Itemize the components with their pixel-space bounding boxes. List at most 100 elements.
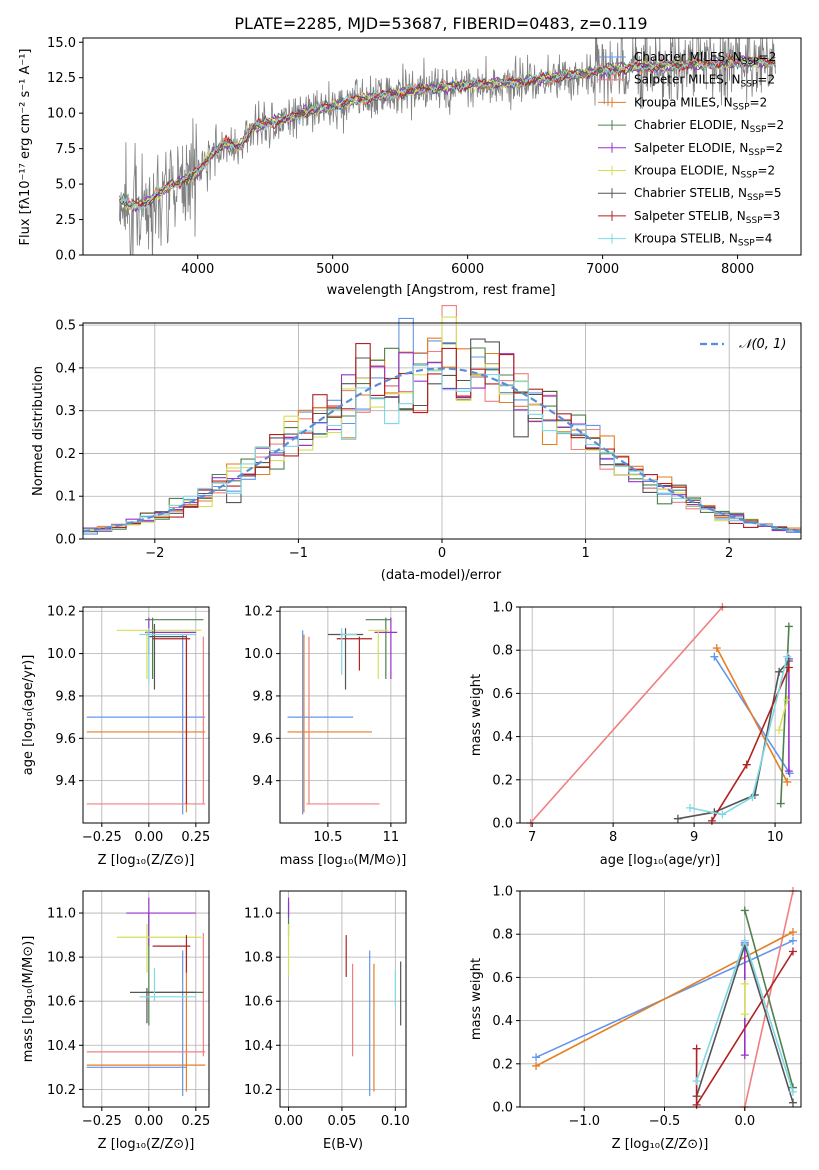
legend-label: Salpeter STELIB, NSSP=3: [634, 209, 780, 226]
z-age-axes: −0.25 0.00 0.25 9.4 9.6 9.8 10.0 10.2: [47, 605, 210, 845]
model-spectrum-line: [119, 55, 776, 208]
weight-point-marker: [692, 1100, 701, 1109]
normal-curve: [82, 367, 802, 533]
y-tick-label: 0.3: [55, 404, 76, 419]
y-tick-label: 10.0: [244, 647, 273, 662]
y-tick-label: 0.4: [55, 361, 76, 376]
x-tick-label: 4000: [181, 262, 214, 277]
y-tick-label: 0.0: [55, 249, 76, 264]
residual-xlabel: (data-model)/error: [381, 568, 502, 583]
y-tick-label: 0.2: [492, 1057, 513, 1072]
x-tick-label: 0.10: [381, 1114, 410, 1129]
weight-point-marker: [742, 760, 751, 769]
z-mass-grid: [83, 891, 209, 1107]
model-spectrum-line: [119, 53, 776, 207]
y-tick-label: 10.0: [47, 647, 76, 662]
mass-age-xlabel: mass [log₁₀(M/M⊙)]: [280, 853, 407, 868]
x-tick-label: −0.25: [82, 1114, 122, 1129]
weight-point-marker: [784, 767, 793, 776]
y-tick-label: 7.5: [55, 142, 76, 157]
ebv-mass-axes: 0.00 0.05 0.10 10.2 10.4 10.6 10.8 11.0: [244, 907, 410, 1129]
z-age-data: [86, 617, 206, 815]
age-weight-data: [526, 603, 794, 827]
x-tick-label: 0.0: [734, 1114, 755, 1129]
spectrum-ylabel: Flux [fλ10⁻¹⁷ erg cm⁻² s⁻¹ A⁻¹]: [18, 49, 33, 246]
x-tick-label: 7: [528, 830, 536, 845]
mass-age-axes: 10.5 11 9.4 9.6 9.8 10.0 10.2: [244, 605, 399, 845]
x-tick-label: 8: [609, 830, 617, 845]
y-tick-label: 12.5: [47, 71, 76, 86]
spectrum-frame: [82, 37, 802, 256]
y-tick-label: 9.8: [252, 689, 273, 704]
z-age-ylabel: age [log₁₀(age/yr)]: [21, 655, 36, 776]
z-weight-grid: [520, 890, 801, 1108]
weight-point-marker: [788, 1098, 797, 1107]
age-weight-axes: 7 8 9 10 0.0 0.2 0.4 0.6 0.8 1.0: [492, 601, 783, 846]
z-mass-panel: −0.25 0.00 0.25 10.2 10.4 10.6 10.8 11.0 Z [log…: [21, 890, 210, 1152]
y-tick-label: 0.2: [55, 447, 76, 462]
weight-series-line: [689, 656, 788, 816]
z-mass-axes: −0.25 0.00 0.25 10.2 10.4 10.6 10.8 11.0: [47, 907, 210, 1129]
y-tick-label: 10.6: [244, 995, 273, 1010]
x-tick-label: 9: [690, 830, 698, 845]
z-weight-panel: −1.0 −0.5 0.0 0.0 0.2 0.4 0.6 0.8 1.0 Z [log₁₀(Z…: [469, 885, 802, 1152]
weight-point-marker: [740, 1010, 749, 1019]
x-tick-label: 10.5: [313, 830, 342, 845]
y-tick-label: 0.5: [55, 319, 76, 334]
y-tick-label: 10.6: [47, 995, 76, 1010]
y-tick-label: 10.2: [244, 605, 273, 620]
weight-point-marker: [740, 936, 749, 945]
weight-point-marker: [707, 816, 716, 825]
y-tick-label: 9.4: [252, 774, 273, 789]
z-age-frame: [82, 606, 210, 824]
z-age-xlabel: Z [log₁₀(Z/Z⊙)]: [98, 853, 195, 868]
y-tick-label: 10.0: [47, 107, 76, 122]
weight-point-marker: [776, 799, 785, 808]
spectrum-panel: 4000 5000 6000 7000 8000 0.0 2.5 5.0 7.5 10.0 12.5…: [18, 36, 802, 298]
age-weight-ylabel: mass weight: [469, 674, 484, 756]
z-mass-frame: [82, 890, 210, 1108]
spectrum-axes: 4000 5000 6000 7000 8000 0.0 2.5 5.0 7.5 10.0 12.5…: [47, 36, 754, 277]
y-tick-label: 10.4: [47, 1039, 76, 1054]
x-tick-label: 0.25: [181, 1114, 210, 1129]
z-weight-ylabel: mass weight: [469, 958, 484, 1040]
x-tick-label: 0.00: [134, 830, 163, 845]
mass-age-data: [287, 617, 398, 815]
y-tick-label: 0.2: [492, 773, 513, 788]
age-weight-xlabel: age [log₁₀(age/yr)]: [600, 853, 721, 868]
weight-point-marker: [692, 1077, 701, 1086]
weight-point-marker: [712, 644, 721, 653]
x-tick-label: 0.00: [134, 1114, 163, 1129]
x-tick-label: 0: [438, 546, 446, 561]
x-tick-label: 5000: [316, 262, 349, 277]
x-tick-label: 0.05: [327, 1114, 356, 1129]
y-tick-label: 1.0: [492, 601, 513, 616]
weight-point-marker: [740, 906, 749, 915]
z-age-panel: −0.25 0.00 0.25 9.4 9.6 9.8 10.0 10.2 Z [log₁₀(…: [21, 605, 210, 868]
x-tick-label: −1: [289, 546, 308, 561]
y-tick-label: 9.6: [252, 732, 273, 747]
legend-label: Chabrier ELODIE, NSSP=2: [634, 118, 784, 135]
y-tick-label: 0.6: [492, 687, 513, 702]
residual-data: [82, 305, 802, 535]
y-tick-label: 1.0: [492, 885, 513, 900]
model-spectrum-line: [119, 54, 776, 213]
y-tick-label: 10.4: [244, 1039, 273, 1054]
y-tick-label: 0.1: [55, 490, 76, 505]
model-spectrum-line: [119, 56, 776, 213]
weight-point-marker: [775, 667, 784, 676]
x-tick-label: 11: [383, 830, 400, 845]
y-tick-label: 0.0: [492, 817, 513, 832]
spectrum-legend: Chabrier MILES, NSSP=2 Salpeter MILES, NS…: [598, 50, 784, 249]
y-tick-label: 0.0: [492, 1101, 513, 1116]
ebv-mass-frame: [279, 890, 407, 1108]
legend-label: Chabrier STELIB, NSSP=5: [634, 186, 782, 203]
age-weight-frame: [519, 606, 802, 824]
ebv-mass-panel: 0.00 0.05 0.10 10.2 10.4 10.6 10.8 11.0 E(B-V): [244, 890, 410, 1152]
spectrum-data: [118, 38, 776, 255]
legend-label: Salpeter ELODIE, NSSP=2: [634, 141, 783, 158]
z-age-grid: [83, 607, 209, 823]
x-tick-label: 0.25: [181, 830, 210, 845]
mass-age-panel: 10.5 11 9.4 9.6 9.8 10.0 10.2 mass [log₁₀(M/M⊙…: [244, 605, 407, 868]
